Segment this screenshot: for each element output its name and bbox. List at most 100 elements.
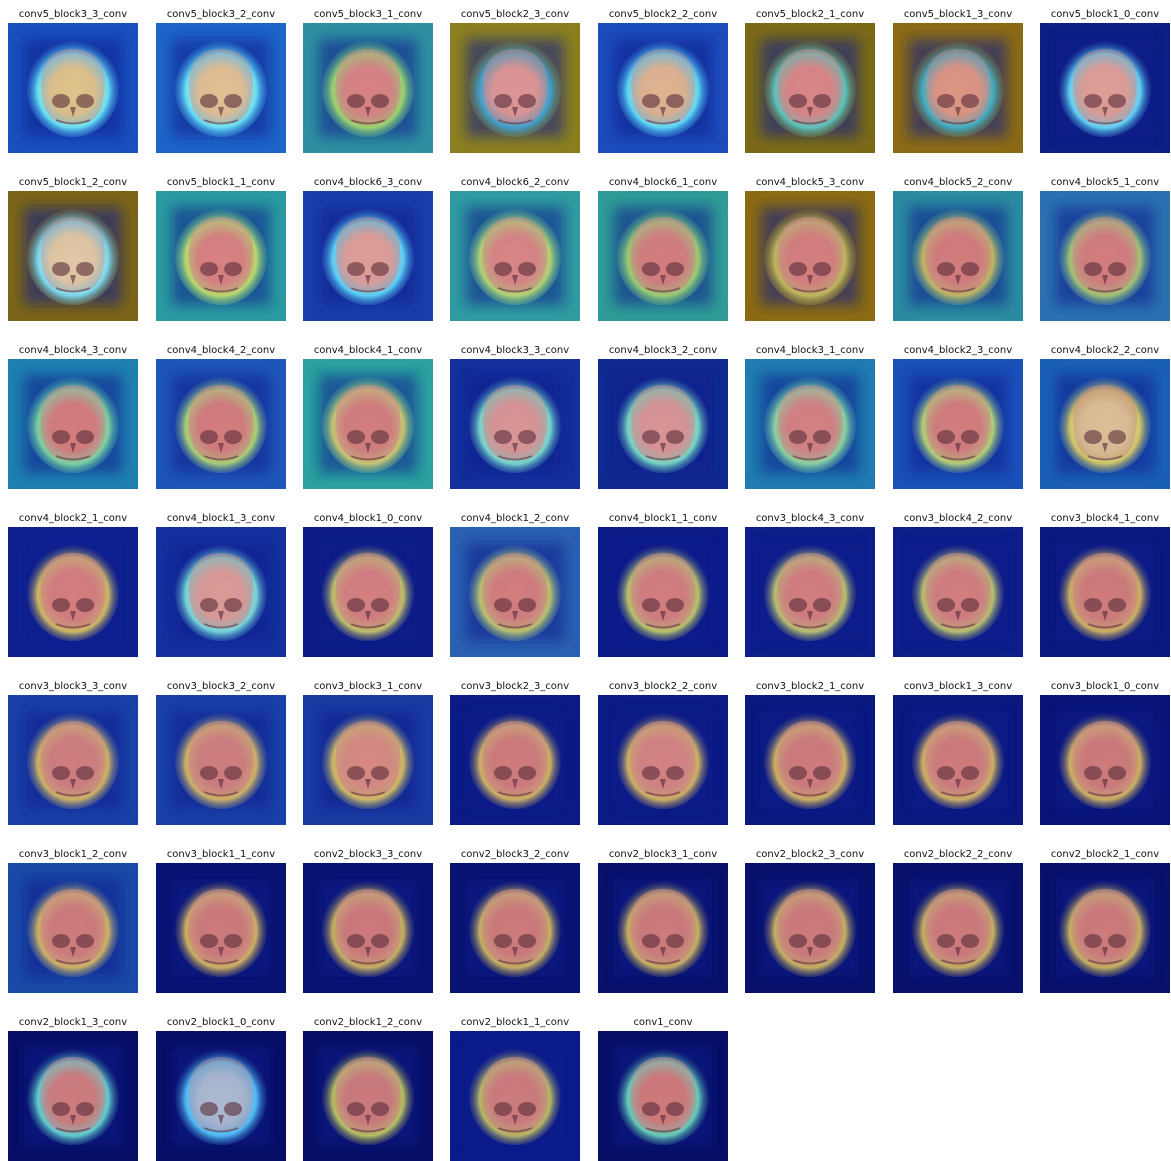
heatmap-activation <box>27 41 119 137</box>
nasal-cavity <box>512 947 518 957</box>
nasal-cavity <box>70 107 76 117</box>
nasal-cavity <box>512 779 518 789</box>
heatmap-image <box>598 695 728 825</box>
nasal-cavity <box>1102 611 1108 621</box>
jaw-line <box>497 959 533 965</box>
heatmap-panel: conv4_block2_1_conv <box>8 512 138 657</box>
heatmap-panel: conv5_block2_2_conv <box>598 8 728 153</box>
heatmap-panel: conv4_block2_2_conv <box>1040 344 1170 489</box>
jaw-line <box>792 791 828 797</box>
jaw-line <box>55 959 91 965</box>
eye-socket <box>961 94 979 108</box>
nasal-cavity <box>955 947 961 957</box>
eye-socket <box>371 94 389 108</box>
eye-socket <box>961 598 979 612</box>
eye-socket <box>76 430 94 444</box>
nasal-cavity <box>218 275 224 285</box>
jaw-line <box>1087 287 1123 293</box>
jaw-line <box>55 623 91 629</box>
nasal-cavity <box>365 779 371 789</box>
eye-socket <box>518 94 536 108</box>
eye-socket <box>347 1102 365 1116</box>
eye-socket <box>200 598 218 612</box>
eye-socket <box>789 430 807 444</box>
panel-title: conv4_block2_3_conv <box>903 345 1013 356</box>
heatmap-image <box>8 191 138 321</box>
eye-socket <box>789 766 807 780</box>
eye-socket <box>76 1102 94 1116</box>
heatmap-image <box>893 527 1023 657</box>
eye-socket <box>494 430 512 444</box>
nasal-cavity <box>365 611 371 621</box>
jaw-line <box>645 623 681 629</box>
eye-socket <box>224 430 242 444</box>
heatmap-panel: conv5_block1_0_conv <box>1040 8 1170 153</box>
eye-socket <box>347 766 365 780</box>
panel-title: conv3_block1_3_conv <box>903 681 1013 692</box>
heatmap-panel: conv1_conv <box>598 1016 728 1161</box>
eye-socket <box>518 934 536 948</box>
jaw-line <box>792 623 828 629</box>
eye-socket <box>937 934 955 948</box>
heatmap-activation <box>912 41 1004 137</box>
eye-socket <box>961 934 979 948</box>
eye-socket <box>1108 766 1126 780</box>
heatmap-panel: conv3_block3_2_conv <box>156 680 286 825</box>
heatmap-image <box>8 23 138 153</box>
eye-socket <box>666 598 684 612</box>
eye-socket <box>371 1102 389 1116</box>
eye-socket <box>813 598 831 612</box>
eye-socket <box>76 262 94 276</box>
heatmap-image <box>893 23 1023 153</box>
eye-socket <box>789 262 807 276</box>
panel-title: conv4_block2_2_conv <box>1050 345 1160 356</box>
heatmap-image <box>450 359 580 489</box>
heatmap-image <box>8 1031 138 1161</box>
jaw-line <box>497 791 533 797</box>
heatmap-activation <box>469 41 561 137</box>
eye-socket <box>1108 94 1126 108</box>
panel-title: conv4_block5_1_conv <box>1050 177 1160 188</box>
jaw-line <box>792 119 828 125</box>
jaw-line <box>645 287 681 293</box>
eye-socket <box>937 766 955 780</box>
eye-socket <box>1084 430 1102 444</box>
nasal-cavity <box>955 779 961 789</box>
eye-socket <box>642 934 660 948</box>
heatmap-panel: conv4_block6_2_conv <box>450 176 580 321</box>
nasal-cavity <box>218 947 224 957</box>
eye-socket <box>1084 934 1102 948</box>
heatmap-panel: conv5_block1_2_conv <box>8 176 138 321</box>
eye-socket <box>52 430 70 444</box>
eye-socket <box>642 94 660 108</box>
heatmap-panel: conv3_block1_3_conv <box>893 680 1023 825</box>
panel-title: conv4_block4_2_conv <box>166 345 276 356</box>
heatmap-panel: conv4_block1_0_conv <box>303 512 433 657</box>
panel-title: conv4_block3_3_conv <box>460 345 570 356</box>
eye-socket <box>224 94 242 108</box>
heatmap-panel: conv3_block2_3_conv <box>450 680 580 825</box>
heatmap-panel: conv2_block2_1_conv <box>1040 848 1170 993</box>
heatmap-panel: conv2_block3_2_conv <box>450 848 580 993</box>
eye-socket <box>642 430 660 444</box>
jaw-line <box>940 455 976 461</box>
panel-title: conv4_block4_1_conv <box>313 345 423 356</box>
heatmap-image <box>745 359 875 489</box>
heatmap-panel: conv3_block2_1_conv <box>745 680 875 825</box>
panel-title: conv3_block1_0_conv <box>1050 681 1160 692</box>
nasal-cavity <box>807 611 813 621</box>
nasal-cavity <box>70 443 76 453</box>
heatmap-image <box>598 1031 728 1161</box>
eye-socket <box>76 934 94 948</box>
panel-title: conv3_block2_2_conv <box>608 681 718 692</box>
nasal-cavity <box>1102 947 1108 957</box>
jaw-line <box>203 119 239 125</box>
heatmap-image <box>450 191 580 321</box>
heatmap-panel: conv5_block2_3_conv <box>450 8 580 153</box>
panel-title: conv4_block6_3_conv <box>313 177 423 188</box>
heatmap-image <box>598 863 728 993</box>
eye-socket <box>224 1102 242 1116</box>
eye-socket <box>937 94 955 108</box>
nasal-cavity <box>807 779 813 789</box>
